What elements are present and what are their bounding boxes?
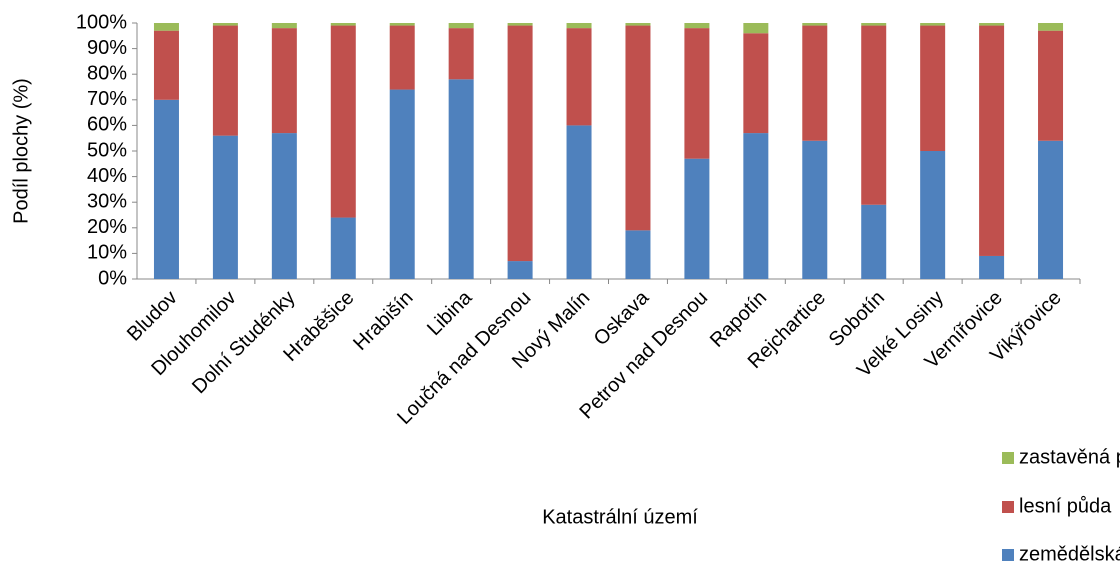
bar-segment: [212, 135, 238, 279]
bar-segment: [802, 140, 828, 279]
bar-segment: [979, 255, 1005, 279]
legend-label: zemědělská půda: [1019, 543, 1120, 565]
bar-segment: [330, 25, 356, 218]
x-tick-label: Dolní Studénky: [188, 287, 299, 398]
bar-segment: [448, 28, 474, 80]
y-tick-label: 80%: [87, 62, 127, 84]
bar-segment: [271, 28, 297, 134]
bar-segment: [153, 23, 179, 31]
bar-segment: [271, 23, 297, 29]
legend-swatch: [1002, 549, 1014, 561]
bar-segment: [743, 23, 769, 34]
y-tick-label: 30%: [87, 190, 127, 212]
bar-segment: [507, 25, 533, 262]
bar-segment: [212, 25, 238, 136]
bar-segment: [920, 151, 946, 279]
bar-segment: [861, 23, 887, 26]
bar-segment: [507, 23, 533, 26]
bar-segment: [330, 23, 356, 26]
bar-segment: [448, 79, 474, 279]
y-tick-label: 50%: [87, 139, 127, 161]
bar-segment: [979, 23, 1005, 26]
y-tick-label: 10%: [87, 242, 127, 264]
x-tick-label: Hrabišín: [349, 287, 417, 355]
y-tick-label: 0%: [98, 267, 127, 289]
bar-segment: [153, 30, 179, 100]
y-tick-label: 60%: [87, 114, 127, 136]
bar-segment: [271, 133, 297, 279]
bar-segment: [566, 23, 592, 29]
bar-segment: [802, 23, 828, 26]
bar-segment: [448, 23, 474, 29]
bar-segment: [684, 28, 710, 159]
x-tick-label: Libina: [423, 286, 477, 340]
legend-swatch: [1002, 452, 1014, 464]
bar-segment: [920, 25, 946, 152]
bar-segment: [743, 133, 769, 279]
bar-segment: [802, 25, 828, 141]
y-tick-label: 40%: [87, 165, 127, 187]
x-axis-label: Katastrální území: [542, 506, 698, 528]
y-tick-label: 20%: [87, 216, 127, 238]
bar-segment: [389, 23, 415, 26]
bar-segment: [979, 25, 1005, 256]
bar-segment: [684, 23, 710, 29]
y-axis-label: Podíl plochy (%): [10, 78, 32, 224]
legend-swatch: [1002, 501, 1014, 513]
bar-segment: [625, 25, 651, 231]
bar-segment: [566, 125, 592, 280]
bar-segment: [330, 217, 356, 279]
bar-segment: [389, 25, 415, 90]
bar-segment: [1038, 23, 1064, 31]
bar-segment: [212, 23, 238, 26]
bar-segment: [389, 89, 415, 279]
legend-label: lesní půda: [1019, 495, 1112, 517]
bar-segment: [920, 23, 946, 26]
bar-segment: [625, 23, 651, 26]
x-tick-label: Bludov: [123, 287, 182, 346]
bar-segment: [1038, 140, 1064, 279]
legend-label: zastavěná plocha: [1019, 446, 1120, 468]
bar-segment: [153, 99, 179, 279]
y-tick-label: 90%: [87, 37, 127, 59]
y-tick-label: 70%: [87, 88, 127, 110]
bar-segment: [684, 158, 710, 279]
bar-segment: [1038, 30, 1064, 141]
bar-segment: [566, 28, 592, 126]
bar-segment: [743, 33, 769, 134]
y-tick-label: 100%: [76, 11, 127, 33]
bar-segment: [625, 230, 651, 279]
bar-segment: [861, 204, 887, 279]
bar-segment: [861, 25, 887, 205]
bar-segment: [507, 261, 533, 279]
